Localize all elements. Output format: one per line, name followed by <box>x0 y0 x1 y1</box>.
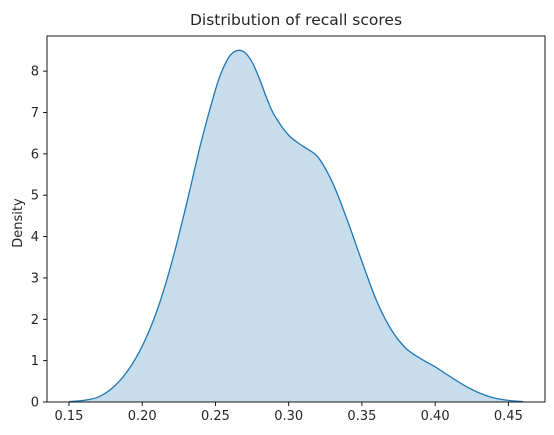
x-tick-label: 0.45 <box>494 409 523 424</box>
y-tick-label: 0 <box>31 396 39 411</box>
x-tick-label: 0.25 <box>201 409 230 424</box>
x-tick-label: 0.15 <box>54 409 83 424</box>
axes-frame <box>46 35 546 403</box>
y-tick-label: 4 <box>31 230 39 245</box>
plot-area <box>68 49 524 403</box>
y-axis-label: Density <box>11 198 26 248</box>
y-tick-label: 2 <box>31 313 39 328</box>
x-tick-label: 0.30 <box>274 409 303 424</box>
y-tick-label: 7 <box>31 106 39 121</box>
x-tick-label: 0.20 <box>128 409 157 424</box>
density-area-fill <box>68 50 524 402</box>
density-curve <box>68 49 524 403</box>
y-tick-label: 6 <box>31 147 39 162</box>
y-axis: 0 1 2 3 4 5 6 7 8 <box>31 65 47 411</box>
y-tick-label: 3 <box>31 271 39 286</box>
x-tick-label: 0.35 <box>347 409 376 424</box>
chart-title: Distribution of recall scores <box>190 11 402 29</box>
y-tick-label: 1 <box>31 354 39 369</box>
x-axis: 0.15 0.20 0.25 0.30 0.35 0.40 0.45 <box>54 402 523 424</box>
y-tick-label: 5 <box>31 189 39 204</box>
x-tick-label: 0.40 <box>421 409 450 424</box>
y-tick-label: 8 <box>31 65 39 80</box>
